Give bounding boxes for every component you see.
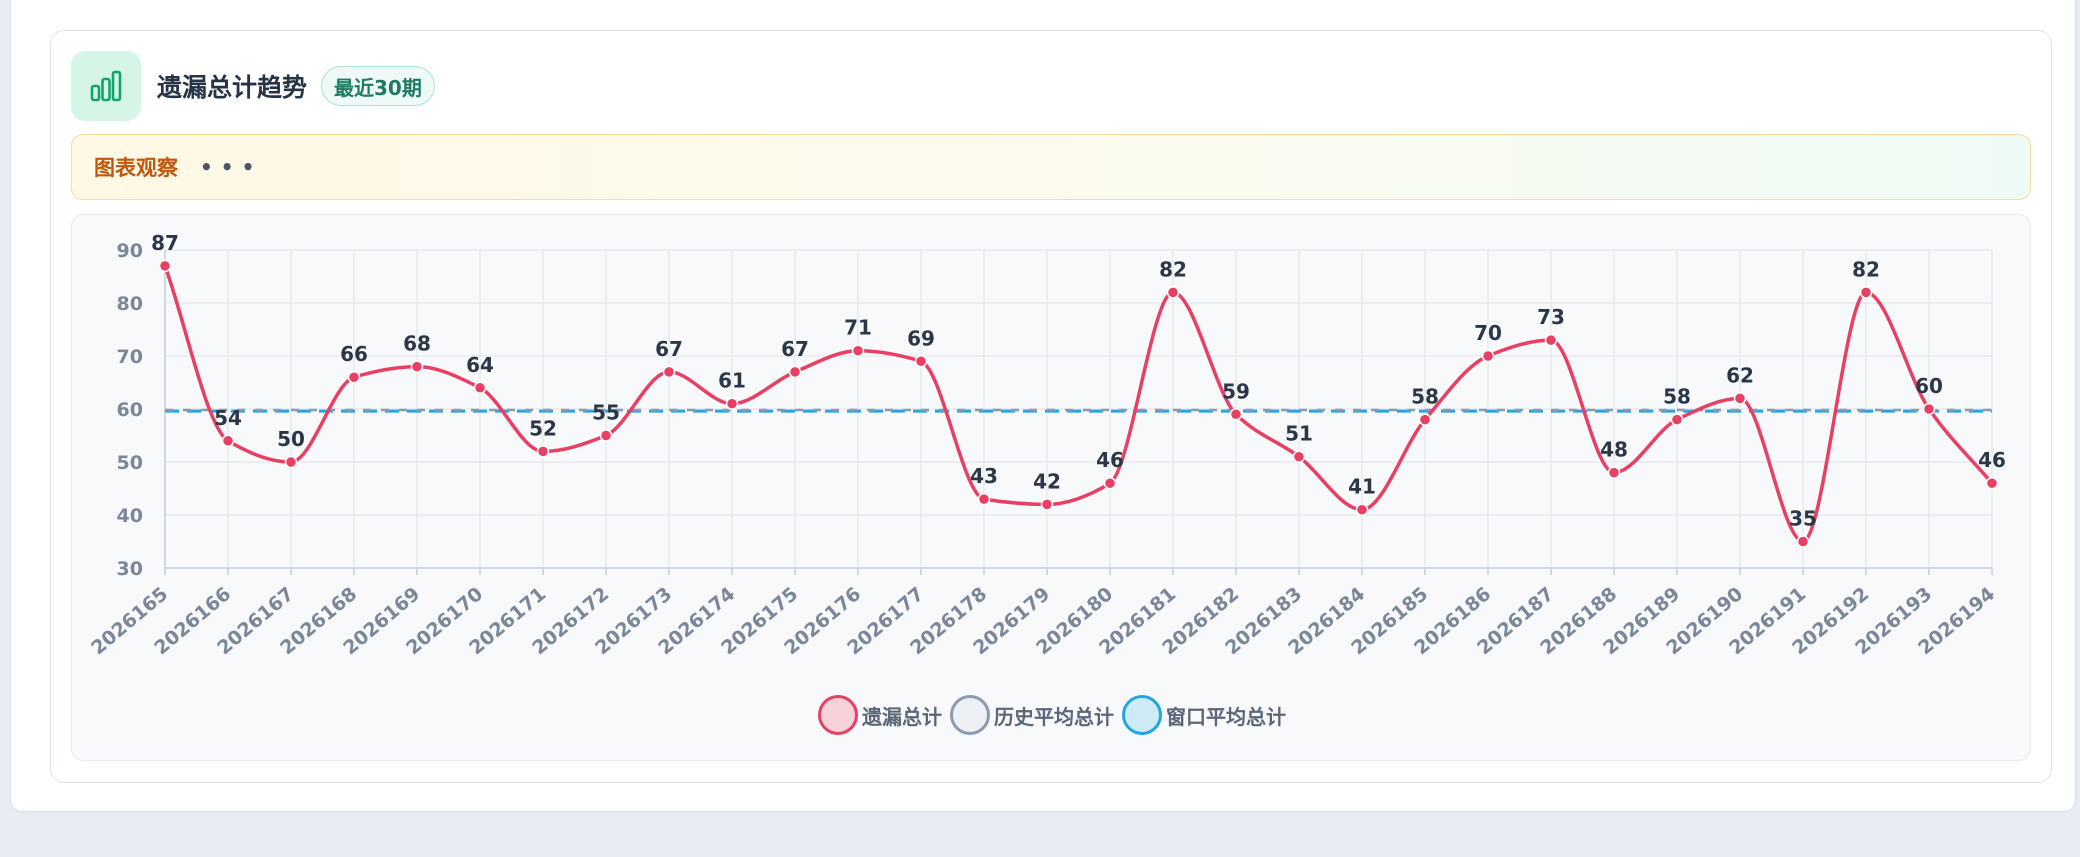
y-tick-label: 50 — [117, 452, 143, 474]
data-label: 58 — [1411, 385, 1439, 409]
y-tick-label: 80 — [117, 293, 143, 315]
data-point — [1292, 450, 1306, 463]
chart-panel: 30 40 50 60 70 80 90 2026165 2026166 2026167 20261… — [71, 214, 2031, 761]
data-point — [536, 445, 550, 458]
data-point — [1796, 535, 1810, 548]
data-label: 58 — [1663, 385, 1691, 409]
data-label: 60 — [1915, 374, 1943, 398]
more-dots-icon[interactable]: ••• — [200, 155, 263, 179]
data-point — [977, 492, 991, 506]
data-point — [599, 429, 613, 442]
data-point — [158, 259, 172, 273]
data-label: 61 — [718, 369, 746, 393]
chart-legend: 遗漏总计 历史平均总计 窗口平均总计 — [72, 693, 2032, 737]
data-label: 64 — [466, 353, 494, 377]
chart-title: 遗漏总计趋势 — [157, 73, 308, 102]
period-badge[interactable]: 最近30期 — [321, 66, 435, 106]
data-point — [473, 381, 487, 395]
data-point — [1670, 413, 1684, 426]
legend-swatch-window — [1122, 695, 1162, 735]
data-point — [1355, 503, 1369, 516]
data-point — [347, 370, 361, 384]
y-tick-label: 90 — [117, 240, 143, 262]
legend-item-main[interactable]: 遗漏总计 — [818, 695, 942, 735]
data-point — [1607, 466, 1621, 479]
card-header: 遗漏总计趋势 最近30期 — [71, 51, 435, 121]
data-label: 51 — [1285, 422, 1313, 446]
data-label: 41 — [1348, 475, 1376, 499]
data-label: 52 — [529, 416, 557, 440]
data-label: 82 — [1159, 257, 1187, 281]
data-label: 54 — [214, 406, 242, 430]
legend-label: 遗漏总计 — [862, 704, 942, 729]
data-point — [662, 365, 676, 379]
data-label: 46 — [1978, 448, 2006, 472]
data-point — [1859, 286, 1873, 299]
data-label: 42 — [1033, 469, 1061, 493]
legend-label: 历史平均总计 — [994, 704, 1114, 729]
data-point — [284, 455, 298, 469]
data-label: 43 — [970, 464, 998, 488]
y-tick-label: 40 — [117, 505, 143, 527]
data-label: 46 — [1096, 448, 1124, 472]
data-label: 35 — [1789, 507, 1817, 531]
chart-card: 遗漏总计趋势 最近30期 图表观察 ••• 30 40 50 60 70 80 90 2026… — [50, 30, 2052, 783]
data-label: 66 — [340, 342, 368, 366]
y-tick-label: 70 — [117, 346, 143, 368]
data-point — [221, 434, 235, 448]
insight-label: 图表观察 — [94, 156, 178, 180]
data-point — [1418, 413, 1432, 426]
data-label: 70 — [1474, 321, 1502, 345]
data-label: 82 — [1852, 257, 1880, 281]
legend-swatch-main — [818, 695, 858, 735]
data-label: 55 — [592, 401, 620, 425]
data-point — [914, 355, 928, 368]
data-label: 71 — [844, 316, 872, 340]
legend-label: 窗口平均总计 — [1166, 704, 1286, 729]
legend-swatch-hist — [950, 695, 990, 735]
data-point — [1229, 408, 1243, 421]
data-point — [1481, 349, 1495, 363]
data-point — [788, 365, 802, 379]
data-point — [1166, 286, 1180, 299]
legend-item-hist[interactable]: 历史平均总计 — [950, 695, 1114, 735]
data-label: 67 — [781, 337, 809, 361]
data-point — [851, 344, 865, 357]
data-label: 50 — [277, 427, 305, 451]
legend-item-window[interactable]: 窗口平均总计 — [1122, 695, 1286, 735]
y-tick-label: 30 — [117, 558, 143, 580]
data-point — [1040, 498, 1054, 511]
page-container: 遗漏总计趋势 最近30期 图表观察 ••• 30 40 50 60 70 80 90 2026… — [10, 0, 2076, 812]
data-point — [1103, 476, 1117, 490]
data-label: 69 — [907, 326, 935, 350]
data-point — [725, 397, 739, 410]
line-chart: 3040506070809020261652026166202616720261… — [87, 231, 2006, 659]
data-label: 67 — [655, 337, 683, 361]
data-label: 87 — [151, 231, 179, 255]
data-label: 59 — [1222, 379, 1250, 403]
data-point — [1985, 476, 1999, 490]
data-point — [410, 360, 424, 373]
insight-bar: 图表观察 ••• — [71, 134, 2031, 200]
data-point — [1733, 392, 1747, 405]
data-label: 68 — [403, 332, 431, 356]
data-label: 73 — [1537, 305, 1565, 329]
data-point — [1922, 402, 1936, 416]
data-label: 62 — [1726, 363, 1754, 387]
bar-chart-icon — [71, 51, 141, 121]
data-point — [1544, 333, 1558, 347]
data-label: 48 — [1600, 438, 1628, 462]
y-tick-label: 60 — [117, 399, 143, 421]
series-line-main — [163, 265, 1994, 544]
